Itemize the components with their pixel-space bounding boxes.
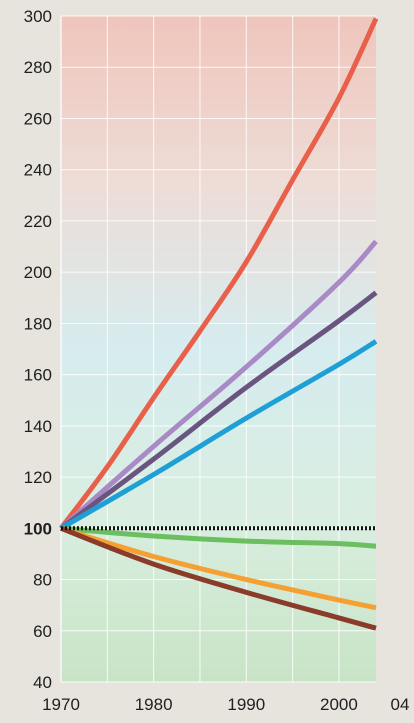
y-tick-label: 260 [24,109,52,128]
x-tick-label: 04 [391,695,410,714]
x-axis-tick-labels: 1970 1980 1990 2000 04 [42,695,409,714]
y-tick-label: 200 [24,263,52,282]
y-tick-label: 140 [24,417,52,436]
y-tick-label: 300 [24,7,52,26]
y-tick-label: 120 [24,468,52,487]
x-tick-label: 1990 [227,695,265,714]
x-tick-label: 1980 [135,695,173,714]
series-line-6 [60,525,377,611]
y-tick-label: 180 [24,314,52,333]
series-line-5 [60,525,377,549]
x-tick-label: 2000 [320,695,358,714]
series-line-1 [59,17,379,530]
y-tick-label: 40 [33,673,52,692]
y-tick-label: 240 [24,161,52,180]
series-line-3 [59,290,378,531]
y-tick-label: 100 [24,519,52,538]
y-tick-label: 160 [24,366,52,385]
series-line-7 [60,525,377,631]
y-tick-label: 220 [24,212,52,231]
series-lines [59,17,379,631]
y-tick-label: 280 [24,58,52,77]
y-tick-label: 80 [33,571,52,590]
series-line-2 [59,239,378,531]
series-line-4 [59,339,378,531]
x-tick-label: 1970 [42,695,80,714]
y-tick-label: 60 [33,622,52,641]
y-axis-tick-labels: 300 280 260 240 220 200 180 160 140 120 100 80 60 40 [24,7,52,692]
